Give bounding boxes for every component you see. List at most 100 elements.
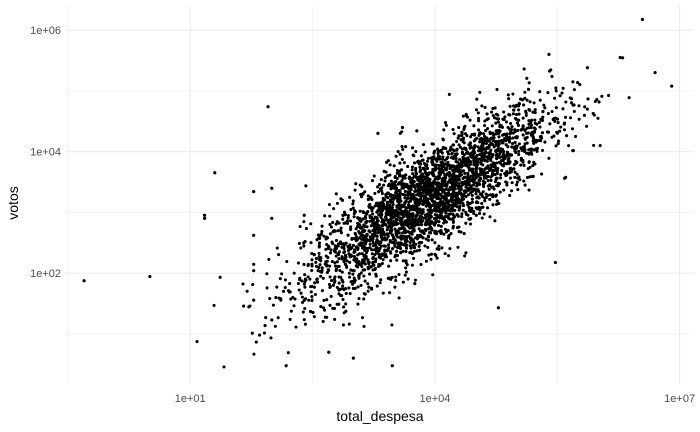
data-point: [347, 322, 351, 326]
data-point: [456, 245, 460, 249]
data-point: [430, 158, 434, 162]
data-point: [404, 173, 408, 177]
data-point: [254, 340, 258, 344]
data-point: [307, 298, 311, 302]
data-point: [477, 119, 481, 123]
data-point: [447, 234, 451, 238]
data-point: [474, 175, 479, 179]
data-point: [320, 289, 324, 293]
data-point: [443, 194, 447, 198]
data-point: [508, 153, 512, 157]
data-point: [480, 171, 484, 175]
data-point: [357, 260, 361, 264]
data-point: [395, 233, 399, 238]
data-point: [343, 262, 347, 266]
data-point: [317, 251, 321, 255]
data-point: [362, 324, 366, 328]
data-point: [341, 217, 345, 221]
data-point: [329, 294, 333, 298]
data-point: [461, 159, 465, 163]
data-point: [381, 291, 385, 295]
data-point: [496, 147, 500, 151]
data-point: [469, 135, 473, 139]
data-point: [418, 165, 422, 169]
data-point: [334, 269, 338, 273]
data-point: [461, 152, 465, 156]
data-point: [521, 160, 525, 164]
data-point: [335, 302, 339, 306]
data-point: [349, 280, 353, 284]
data-point: [393, 220, 397, 224]
data-point: [344, 241, 348, 245]
data-point: [489, 178, 493, 183]
data-point: [268, 296, 272, 301]
data-point: [340, 294, 344, 298]
data-point: [470, 179, 474, 183]
data-point: [354, 182, 358, 186]
data-point: [437, 174, 441, 178]
data-point: [438, 204, 442, 208]
data-point: [411, 212, 415, 216]
data-point: [343, 253, 348, 257]
data-point: [436, 151, 440, 156]
data-point: [434, 163, 438, 167]
data-point: [408, 212, 412, 216]
data-point: [350, 236, 354, 240]
data-point: [479, 144, 484, 148]
data-point: [324, 260, 328, 264]
data-point: [500, 168, 504, 173]
data-point: [252, 352, 256, 356]
data-point: [451, 220, 455, 224]
data-point: [411, 193, 415, 197]
data-point: [340, 270, 344, 274]
data-point: [443, 121, 448, 125]
data-point: [370, 286, 374, 290]
data-point: [443, 172, 447, 177]
data-point: [529, 123, 533, 127]
data-point: [405, 243, 409, 247]
data-point: [383, 237, 387, 241]
data-point: [441, 176, 445, 180]
data-point: [518, 178, 522, 182]
data-point: [439, 211, 443, 215]
data-point: [436, 154, 440, 158]
data-point: [408, 192, 413, 196]
data-point: [484, 128, 488, 133]
data-point: [270, 216, 274, 220]
data-point: [325, 315, 329, 319]
data-point: [366, 289, 370, 293]
data-point: [358, 223, 362, 227]
data-point: [520, 128, 524, 132]
data-point: [413, 246, 417, 250]
data-point: [397, 273, 401, 277]
data-point: [499, 176, 503, 180]
data-point: [435, 195, 439, 199]
data-point: [392, 182, 397, 186]
data-point: [395, 190, 399, 194]
data-point: [508, 193, 512, 198]
data-point: [429, 193, 433, 197]
data-point: [515, 176, 520, 180]
data-point: [491, 195, 495, 199]
data-point: [497, 128, 501, 133]
data-point: [404, 209, 408, 213]
data-point: [494, 153, 498, 157]
data-point: [532, 130, 537, 134]
data-point: [342, 305, 346, 309]
data-point: [502, 152, 506, 156]
data-point: [384, 207, 388, 211]
data-point: [265, 272, 269, 276]
data-point: [377, 183, 382, 187]
data-point: [386, 234, 390, 238]
data-point: [432, 163, 436, 167]
data-point: [337, 264, 341, 268]
data-point: [385, 160, 389, 164]
data-point: [383, 176, 388, 180]
data-point: [593, 99, 597, 104]
data-point: [392, 164, 396, 168]
data-point: [432, 181, 436, 185]
data-point: [505, 150, 509, 154]
data-point: [257, 333, 262, 337]
data-point: [383, 179, 387, 183]
data-point: [501, 164, 506, 168]
